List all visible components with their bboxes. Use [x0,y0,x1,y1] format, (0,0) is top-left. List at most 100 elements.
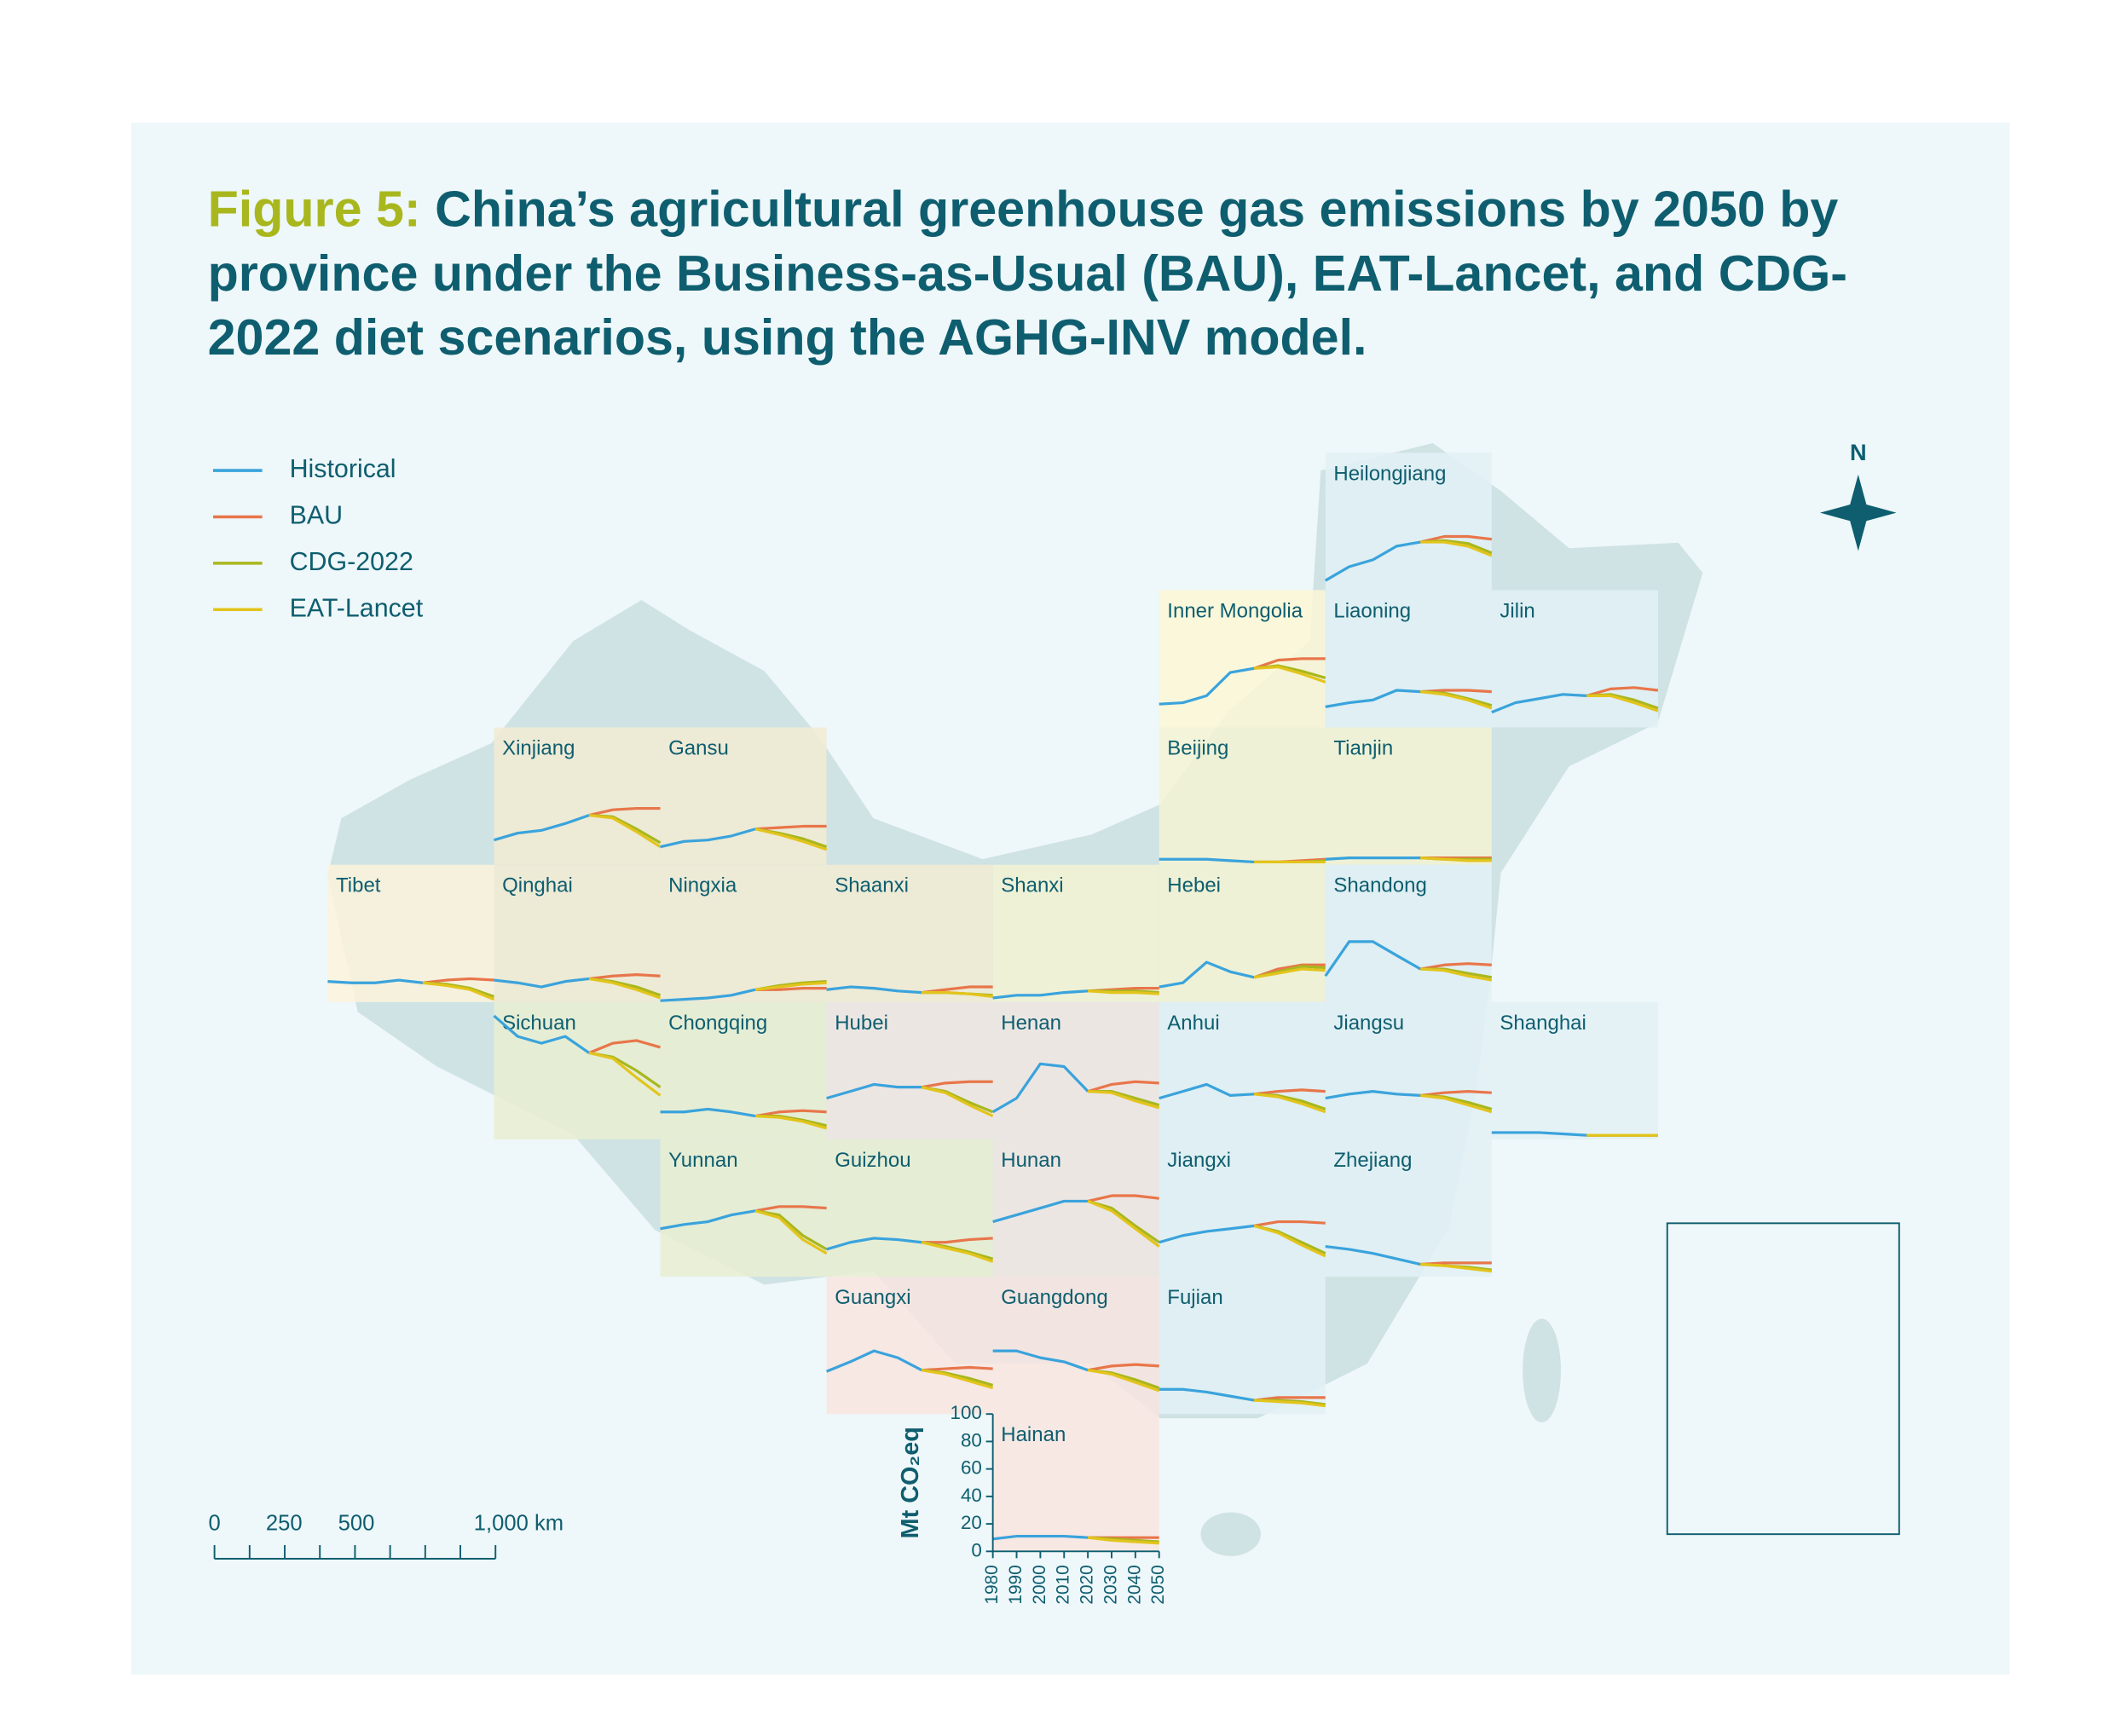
series-line [754,981,827,991]
series-line [992,1534,1089,1541]
series-line [1254,1399,1326,1408]
panel-label: Shanghai [1500,1012,1586,1035]
panel-cell [1325,864,1492,1002]
panel-label: Gansu [668,737,729,760]
series-line [1420,856,1492,862]
panel-cell [1325,1139,1492,1277]
series-line [754,1114,828,1130]
legend-label: EAT-Lancet [290,593,424,622]
scale-label: 0 [208,1512,220,1536]
series-line [660,1107,756,1118]
panel-label: Yunnan [668,1149,737,1172]
series-line [1586,686,1659,697]
panel-cell [1325,590,1492,728]
panel-label: Hainan [1001,1423,1066,1446]
y-tick-label: 100 [950,1402,981,1423]
panel-label: Jilin [1500,599,1534,622]
panel-cell [1325,727,1492,865]
series-line [921,1086,994,1118]
panel-label: Liaoning [1333,599,1411,622]
series-line [826,1237,922,1251]
panel-label: Shanxi [1001,874,1063,897]
series-line [1087,1194,1159,1203]
series-line [922,1237,993,1244]
panel-label: Zhejiang [1333,1149,1412,1172]
series-line [1325,689,1421,708]
series-line [1253,1220,1326,1227]
x-tick-label: 2010 [1054,1565,1073,1604]
series-line [1491,693,1587,714]
series-line [1159,960,1255,989]
series-line [1420,1093,1493,1114]
series-line [588,813,662,849]
panel-label: Shaanxi [835,874,909,897]
panel-cell [660,864,827,1002]
series-line [1491,1131,1587,1137]
panel-label: Chongqing [668,1012,767,1035]
series-line [493,1014,590,1054]
series-line [1253,1224,1326,1258]
panel-label: Hunan [1001,1149,1061,1172]
series-line [588,977,662,1000]
panel-cell [826,1277,993,1415]
panel-label: Qinghai [502,874,573,897]
taiwan [1523,1318,1561,1422]
legend-label: BAU [290,500,344,529]
panel-cell [494,1001,661,1139]
series-line [1420,1090,1492,1097]
panel-label: Fujian [1167,1286,1222,1309]
scale-label: 250 [266,1512,303,1536]
series-line [922,990,993,998]
panel-label: Guizhou [835,1149,910,1172]
series-line [1420,540,1493,557]
series-line [754,828,828,851]
series-line [1325,1244,1421,1266]
y-tick-label: 40 [961,1485,982,1506]
series-line [1324,940,1422,978]
panel-cell [660,1001,827,1139]
panel-lines [327,534,1659,1545]
panel-cell [1491,1001,1658,1139]
panel-label: Heilongjiang [1333,462,1446,485]
series-line [588,806,661,817]
series-line [1087,1369,1160,1393]
panel-cell [992,864,1159,1002]
y-tick-label: 80 [961,1429,982,1451]
panel-label: Ningxia [668,874,737,897]
panel-label: Hubei [835,1012,888,1035]
series-line [1324,540,1421,582]
panel-cell [826,864,993,1002]
series-line [1087,1199,1160,1248]
series-line [1159,1082,1255,1100]
series-line [826,1082,922,1100]
series-line [1586,694,1659,712]
series-line [826,985,922,995]
panel-label: Hebei [1167,874,1221,897]
series-line [1419,534,1493,544]
series-line [1088,1090,1160,1110]
series-line [921,985,993,995]
series-line [1088,989,1159,995]
panel-cell [992,1139,1159,1277]
series-line [422,977,494,984]
y-tick-label: 60 [961,1457,982,1479]
series-line [754,1205,827,1213]
panel-cell [992,1001,1159,1139]
series-line [660,1209,756,1231]
north-arrow [1819,474,1897,551]
series-line [422,981,495,1001]
series-line [588,973,661,981]
panel-cell [1325,1001,1492,1139]
series-line [494,977,590,989]
title-box: Figure 5: China’s agricultural greenhous… [208,182,1847,366]
axes [985,1413,1160,1559]
series-line [1420,1262,1493,1273]
series-line [327,978,424,984]
panel-cell [826,1001,993,1139]
series-line [588,1039,661,1054]
panel-label: Guangxi [835,1286,910,1309]
panel-label: Xinjiang [502,737,575,760]
series-line [1420,967,1493,982]
